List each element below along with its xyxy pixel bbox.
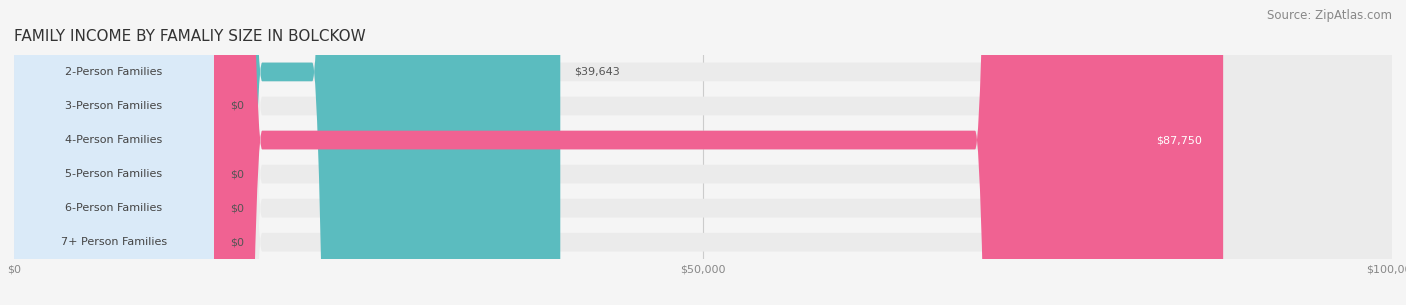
FancyBboxPatch shape bbox=[14, 0, 214, 305]
FancyBboxPatch shape bbox=[14, 0, 1392, 305]
Text: FAMILY INCOME BY FAMALIY SIZE IN BOLCKOW: FAMILY INCOME BY FAMALIY SIZE IN BOLCKOW bbox=[14, 29, 366, 44]
FancyBboxPatch shape bbox=[14, 0, 1223, 305]
FancyBboxPatch shape bbox=[14, 0, 214, 305]
Text: $0: $0 bbox=[231, 101, 245, 111]
FancyBboxPatch shape bbox=[14, 0, 214, 305]
FancyBboxPatch shape bbox=[14, 0, 1392, 305]
Text: $0: $0 bbox=[231, 237, 245, 247]
FancyBboxPatch shape bbox=[14, 0, 214, 305]
FancyBboxPatch shape bbox=[14, 0, 1392, 305]
Text: $39,643: $39,643 bbox=[574, 67, 620, 77]
Text: 5-Person Families: 5-Person Families bbox=[66, 169, 163, 179]
FancyBboxPatch shape bbox=[14, 0, 1392, 305]
FancyBboxPatch shape bbox=[14, 0, 1392, 305]
Text: Source: ZipAtlas.com: Source: ZipAtlas.com bbox=[1267, 9, 1392, 22]
Text: 4-Person Families: 4-Person Families bbox=[65, 135, 163, 145]
FancyBboxPatch shape bbox=[14, 0, 561, 305]
FancyBboxPatch shape bbox=[14, 0, 1392, 305]
Text: $0: $0 bbox=[231, 203, 245, 213]
Text: $0: $0 bbox=[231, 169, 245, 179]
Text: 2-Person Families: 2-Person Families bbox=[65, 67, 163, 77]
Text: 7+ Person Families: 7+ Person Families bbox=[60, 237, 167, 247]
Text: $87,750: $87,750 bbox=[1157, 135, 1202, 145]
FancyBboxPatch shape bbox=[14, 0, 214, 305]
Text: 3-Person Families: 3-Person Families bbox=[66, 101, 163, 111]
FancyBboxPatch shape bbox=[14, 0, 214, 305]
Text: 6-Person Families: 6-Person Families bbox=[66, 203, 163, 213]
